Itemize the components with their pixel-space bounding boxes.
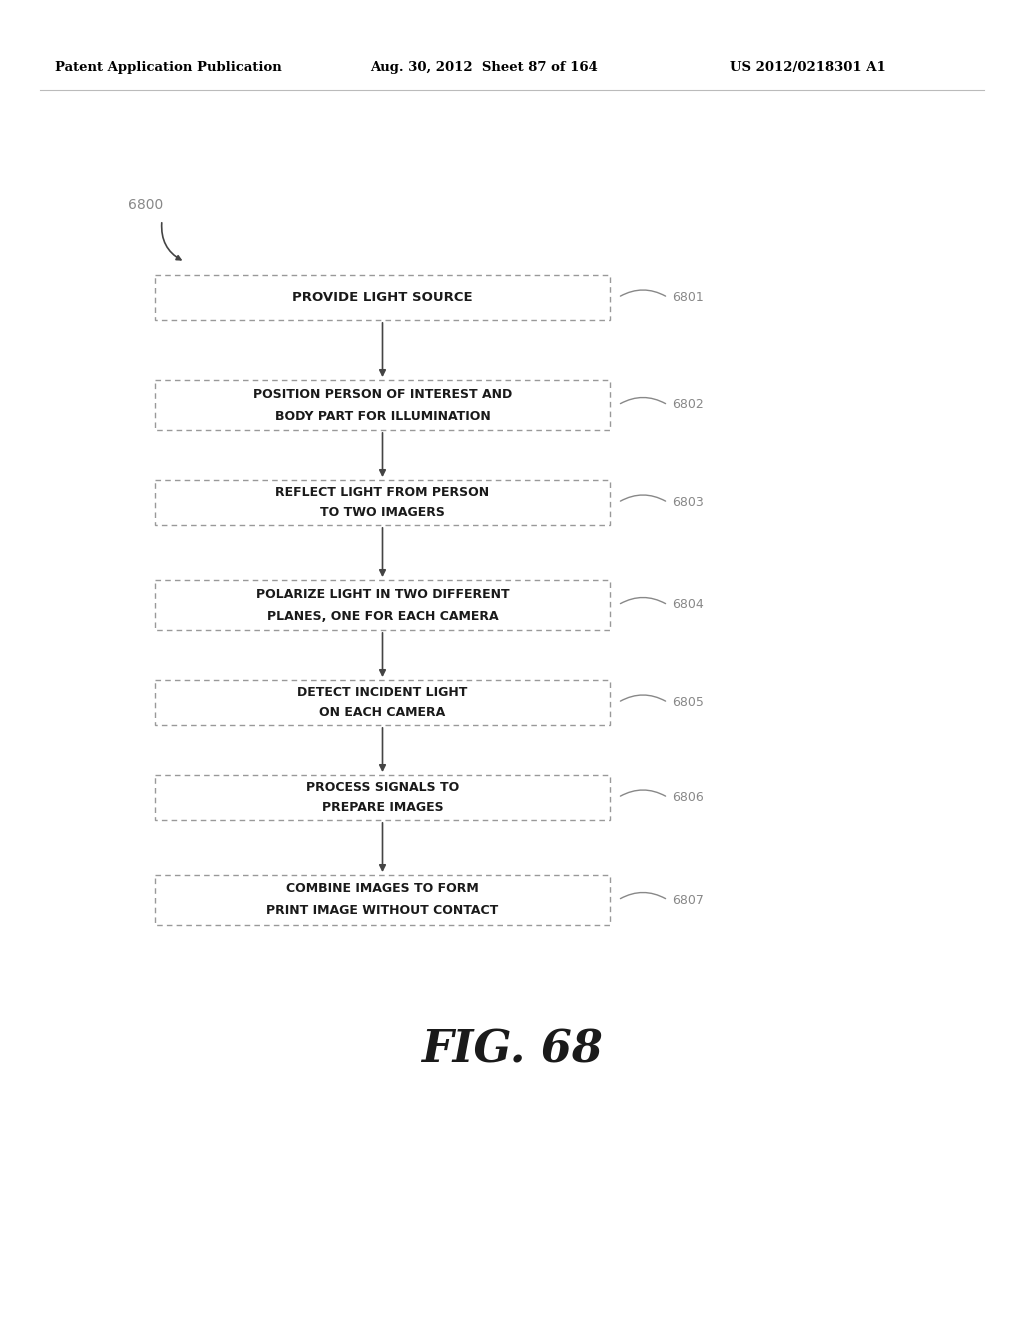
Text: FIG. 68: FIG. 68	[421, 1028, 603, 1072]
Text: PREPARE IMAGES: PREPARE IMAGES	[322, 801, 443, 814]
Text: POLARIZE LIGHT IN TWO DIFFERENT: POLARIZE LIGHT IN TWO DIFFERENT	[256, 587, 509, 601]
Text: TO TWO IMAGERS: TO TWO IMAGERS	[321, 506, 445, 519]
Text: 6801: 6801	[672, 290, 703, 304]
Text: POSITION PERSON OF INTEREST AND: POSITION PERSON OF INTEREST AND	[253, 388, 512, 400]
Text: PLANES, ONE FOR EACH CAMERA: PLANES, ONE FOR EACH CAMERA	[266, 610, 499, 623]
Text: 6803: 6803	[672, 496, 703, 510]
Bar	[155, 275, 610, 319]
Bar	[155, 380, 610, 430]
Text: REFLECT LIGHT FROM PERSON: REFLECT LIGHT FROM PERSON	[275, 486, 489, 499]
Text: Aug. 30, 2012  Sheet 87 of 164: Aug. 30, 2012 Sheet 87 of 164	[370, 62, 598, 74]
Text: PROCESS SIGNALS TO: PROCESS SIGNALS TO	[306, 781, 459, 795]
Bar	[155, 680, 610, 725]
Text: PROVIDE LIGHT SOURCE: PROVIDE LIGHT SOURCE	[292, 290, 473, 304]
Text: 6802: 6802	[672, 399, 703, 412]
Bar	[155, 875, 610, 925]
Text: 6807: 6807	[672, 894, 703, 907]
Text: ON EACH CAMERA: ON EACH CAMERA	[319, 706, 445, 719]
Text: 6806: 6806	[672, 791, 703, 804]
Text: 6800: 6800	[128, 198, 163, 213]
Text: DETECT INCIDENT LIGHT: DETECT INCIDENT LIGHT	[297, 686, 468, 700]
Bar	[155, 579, 610, 630]
Text: US 2012/0218301 A1: US 2012/0218301 A1	[730, 62, 886, 74]
Text: COMBINE IMAGES TO FORM: COMBINE IMAGES TO FORM	[286, 883, 479, 895]
Text: Patent Application Publication: Patent Application Publication	[55, 62, 282, 74]
Text: 6804: 6804	[672, 598, 703, 611]
Text: BODY PART FOR ILLUMINATION: BODY PART FOR ILLUMINATION	[274, 409, 490, 422]
Text: PRINT IMAGE WITHOUT CONTACT: PRINT IMAGE WITHOUT CONTACT	[266, 904, 499, 917]
Text: 6805: 6805	[672, 696, 703, 709]
Bar	[155, 775, 610, 820]
Bar	[155, 480, 610, 525]
